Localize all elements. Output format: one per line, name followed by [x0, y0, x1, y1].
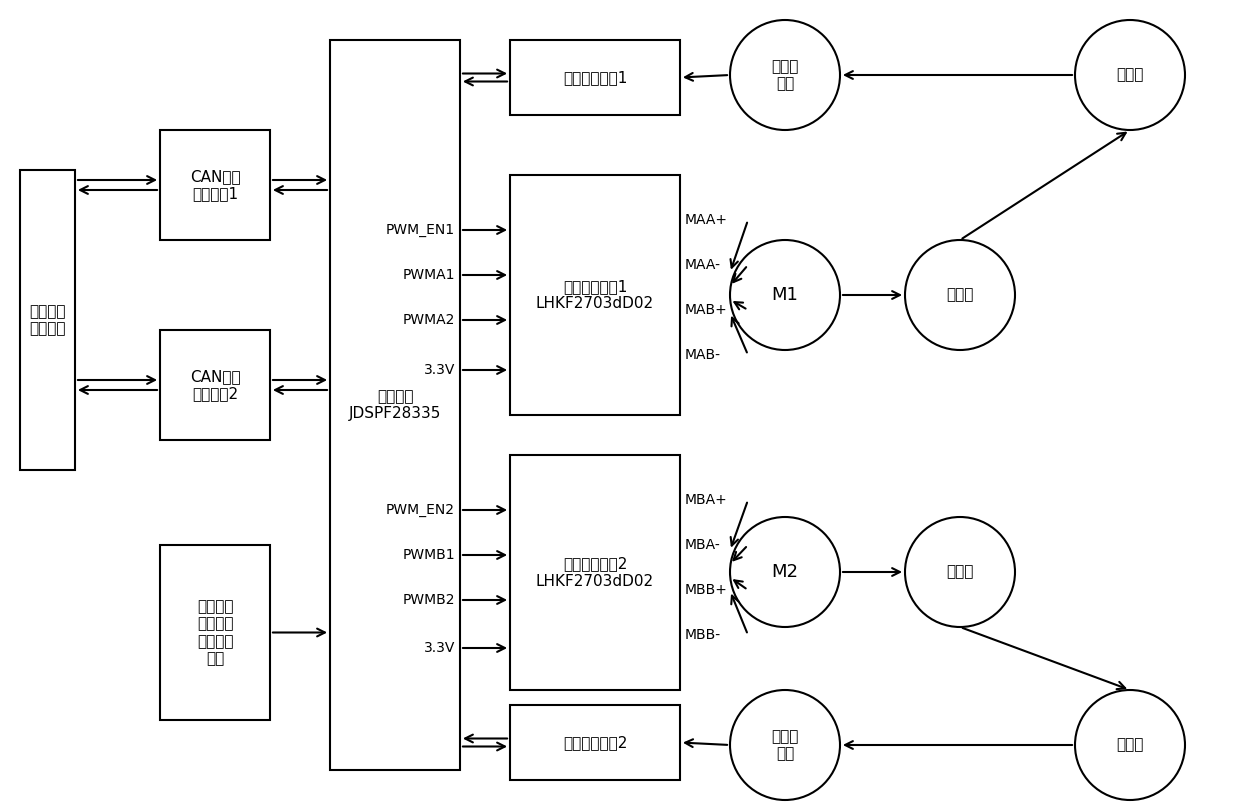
Bar [20, 170, 74, 470]
Text: MBA+: MBA+ [684, 493, 728, 507]
Text: MAB-: MAB- [684, 348, 720, 362]
Text: PWMB2: PWMB2 [403, 593, 455, 607]
Bar [160, 330, 270, 440]
Text: PWM_EN2: PWM_EN2 [386, 503, 455, 517]
Text: PWM_EN1: PWM_EN1 [386, 223, 455, 237]
Text: 位置检测电路2: 位置检测电路2 [563, 735, 627, 750]
Text: MBA-: MBA- [684, 538, 720, 552]
Text: 输出轴: 输出轴 [1116, 738, 1143, 752]
Text: 减速器: 减速器 [946, 287, 973, 303]
Text: M2: M2 [771, 563, 799, 581]
Text: 功率驱动芯片2
LHKF2703dD02: 功率驱动芯片2 LHKF2703dD02 [536, 557, 653, 589]
Text: 3.3V: 3.3V [424, 363, 455, 377]
Text: MAA+: MAA+ [684, 213, 728, 227]
Text: MAA-: MAA- [684, 258, 720, 272]
Text: CAN总线
接口电路2: CAN总线 接口电路2 [190, 369, 241, 401]
Text: PWMA2: PWMA2 [403, 313, 455, 327]
Circle shape [730, 240, 839, 350]
Circle shape [905, 240, 1016, 350]
Circle shape [730, 517, 839, 627]
Bar [160, 545, 270, 720]
Text: MBB+: MBB+ [684, 583, 728, 597]
Text: 功率驱动芯片1
LHKF2703dD02: 功率驱动芯片1 LHKF2703dD02 [536, 279, 653, 311]
Text: 星上综合
电子系统: 星上综合 电子系统 [30, 304, 66, 337]
Text: 减速器: 减速器 [946, 565, 973, 579]
Circle shape [1075, 690, 1185, 800]
Bar [160, 130, 270, 240]
Text: CAN总线
接口电路1: CAN总线 接口电路1 [190, 169, 241, 201]
Text: PWMB1: PWMB1 [402, 548, 455, 562]
Text: MBB-: MBB- [684, 628, 722, 642]
Bar [510, 705, 680, 780]
Text: 输出轴: 输出轴 [1116, 67, 1143, 83]
Text: 主控芯片
JDSPF28335: 主控芯片 JDSPF28335 [348, 389, 441, 421]
Text: PWMA1: PWMA1 [403, 268, 455, 282]
Circle shape [1075, 20, 1185, 130]
Text: M1: M1 [771, 286, 799, 304]
Text: 3.3V: 3.3V [424, 641, 455, 655]
Text: 微动开关
控制及模
拟量采集
电路: 微动开关 控制及模 拟量采集 电路 [197, 599, 233, 666]
Circle shape [730, 20, 839, 130]
Bar [510, 40, 680, 115]
Text: 旋转变
压器: 旋转变 压器 [771, 729, 799, 761]
Text: MAB+: MAB+ [684, 303, 728, 317]
Bar [510, 175, 680, 415]
Text: 位置检测电路1: 位置检测电路1 [563, 70, 627, 85]
Bar [510, 455, 680, 690]
Bar [330, 40, 460, 770]
Text: 旋转变
压器: 旋转变 压器 [771, 59, 799, 91]
Circle shape [905, 517, 1016, 627]
Circle shape [730, 690, 839, 800]
